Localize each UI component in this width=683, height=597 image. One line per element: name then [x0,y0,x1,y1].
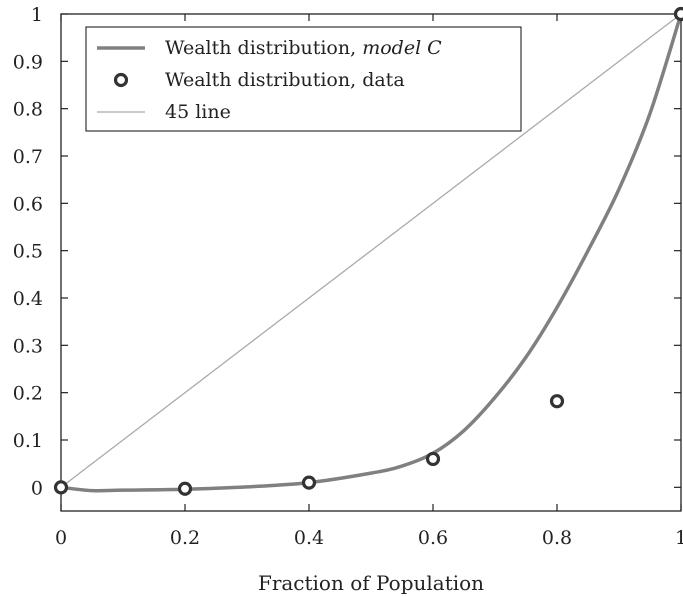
data-point [301,475,317,490]
y-tick-label: 0.5 [13,241,43,263]
legend-label-data: Wealth distribution, data [165,69,405,91]
legend-swatch-data [113,72,129,88]
plot-frame [60,13,682,512]
x-tick-label: 0.6 [418,527,448,549]
y-tick-label: 0.9 [13,51,43,73]
x-tick-label: 0.2 [170,527,200,549]
data-point [549,394,565,409]
x-tick-label: 0.4 [294,527,324,549]
series-layer [53,6,683,496]
y-tick-label: 0.7 [13,146,43,168]
x-tick-label: 1 [675,527,683,549]
data-point [53,480,69,495]
x-tick-label: 0.8 [542,527,572,549]
data-point [177,481,193,496]
y-tick-label: 0.4 [13,288,43,310]
x-tick-label: 0 [55,527,67,549]
data-point [425,451,441,467]
y-tick-label: 0 [31,477,43,499]
x-tick-labels: 0 0.2 0.4 0.6 0.8 1 [55,527,683,549]
x-axis-title: Fraction of Population [258,571,484,595]
legend: Wealth distribution, model C Wealth dist… [85,26,522,132]
y-tick-label: 1 [31,4,43,26]
series-45-line [60,13,682,488]
legend-label-model-c: Wealth distribution, model C [165,37,442,59]
data-point [673,6,683,22]
y-tick-label: 0.3 [13,335,43,357]
legend-label-45-line: 45 line [165,101,231,123]
y-tick-label: 0.2 [13,383,43,405]
y-tick-labels: 0 0.1 0.2 0.3 0.4 0.5 0.6 0.7 0.8 0.9 1 [13,4,43,499]
y-tick-label: 0.8 [13,99,43,121]
y-tick-label: 0.6 [13,193,43,215]
series-model-c-line [59,12,683,493]
legend-box [85,26,522,132]
y-tick-label: 0.1 [13,430,43,452]
